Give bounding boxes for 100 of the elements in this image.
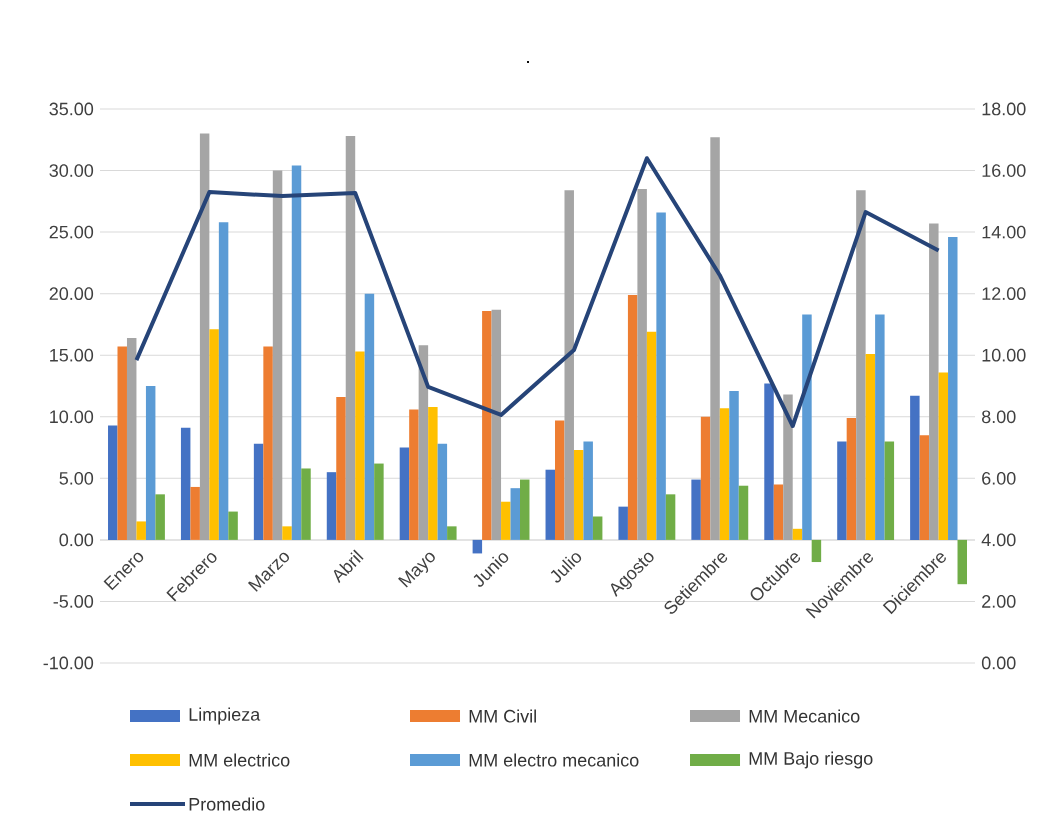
bar [773,484,784,540]
bar [656,212,666,540]
bar [428,406,438,540]
bar [263,346,273,540]
bar [764,383,774,540]
line-series [134,156,941,429]
y2-tick-label: 12.00 [982,287,1026,301]
bar [253,443,264,540]
bar [691,479,701,540]
bar [199,133,210,540]
y2-tick-label: 14.00 [982,225,1026,239]
bar [837,441,847,540]
bar [326,472,337,540]
bar [592,516,603,540]
y2-tick-label: 6.00 [982,471,1016,485]
bar [291,165,302,540]
bar [884,441,895,540]
y2-tick-label: 0.00 [981,656,1016,670]
y2-tick-label: 2.00 [982,595,1016,608]
bar [783,394,793,540]
bar [700,416,711,540]
bar [501,501,511,540]
y2-tick-label: 18.00 [982,102,1026,116]
y-tick-label: 5.00 [59,471,94,485]
bar [545,469,556,540]
y-tick-label: -5.00 [53,595,94,608]
y-tick-label: 30.00 [49,164,94,177]
y-tick-label: 10.00 [50,410,94,424]
y-tick-label: 0.00 [59,533,94,547]
y-tick-label: 15.00 [50,348,94,362]
bar [618,506,628,540]
bar [108,425,118,540]
bar [627,294,638,540]
bar [399,447,410,540]
y-tick-label: 25.00 [49,225,94,239]
bar [792,528,803,540]
bar [665,494,676,540]
legend-label: MM Bajo riesgo [749,751,873,769]
bar [910,395,920,540]
bar [301,468,311,540]
bar [282,526,292,540]
legend-label: Limpieza [189,707,261,725]
bar [228,511,238,540]
legend-label: MM Mecanico [749,709,860,723]
bar [364,293,375,540]
bar [472,539,483,554]
bar [272,170,283,540]
bar [418,345,429,540]
bar [710,137,720,540]
bar [180,427,191,540]
y-tick-label: 35.00 [49,102,94,116]
y2-tick-label: 4.00 [981,533,1016,547]
y-tick-label: -10.00 [43,656,94,670]
bar [957,539,967,585]
bar [482,310,492,540]
y2-tick-label: 8.00 [982,410,1016,424]
y2-tick-label: 16.00 [982,164,1026,177]
bar [190,486,200,540]
legend-label: MM Civil [469,709,536,723]
bar [564,190,574,540]
bar [865,353,876,540]
legend-label: MM electrico [189,753,290,767]
bar [938,372,949,540]
y-tick-label: 20.00 [49,287,94,301]
y2-tick-label: 10.00 [982,348,1026,362]
bar [520,479,530,540]
bar [856,190,866,540]
bar [155,494,165,540]
bar [117,346,127,540]
bar [583,441,593,540]
legend-label: Promedio [189,797,265,811]
bar [846,418,857,540]
bar [802,314,812,540]
legend-label: MM electro mecanico [469,753,639,767]
bar [355,351,365,540]
bar [875,314,885,540]
bar [729,390,739,540]
chart-title: . [527,60,529,64]
x-tick-label: Julio [550,553,582,583]
bar [929,223,939,540]
bar [646,331,657,540]
bar [573,450,584,540]
bar [637,189,647,540]
bar [510,488,521,540]
bar [719,408,730,540]
bar [437,443,448,540]
bar [409,409,419,540]
bar [447,526,457,540]
bar [491,309,502,540]
bar [336,397,346,540]
bar [145,385,156,540]
bar [218,222,229,540]
bar [948,237,958,540]
bar [345,136,356,540]
bar [126,337,137,540]
bar [919,435,930,540]
bar [209,329,219,540]
bar [374,463,384,540]
bar [738,485,749,540]
bar [555,420,565,540]
